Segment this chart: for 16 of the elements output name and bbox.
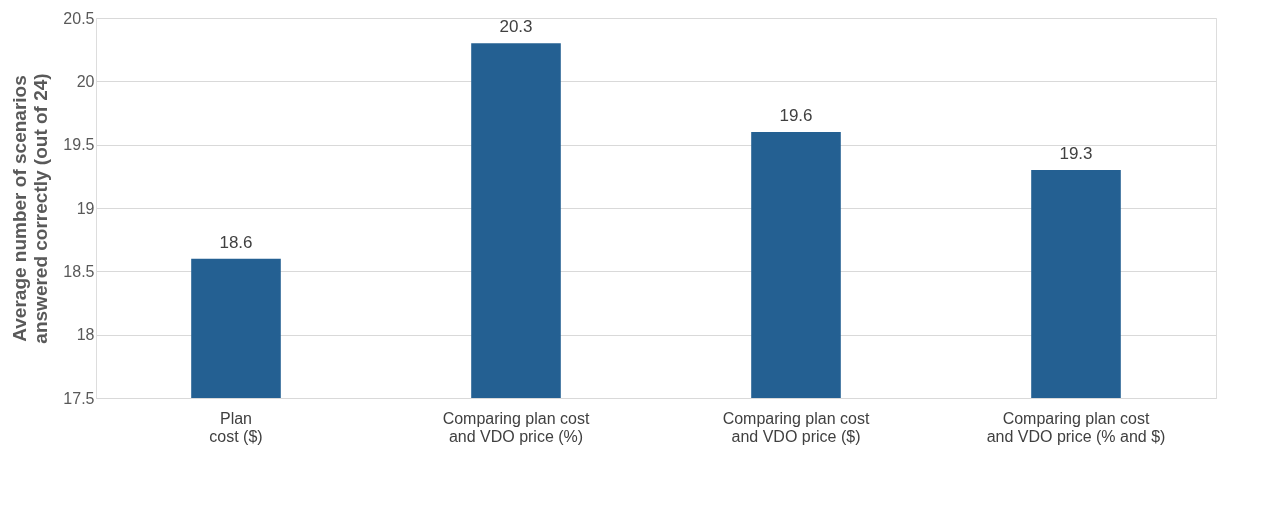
y-tick-label: 20 (76, 72, 95, 90)
data-label: 19.3 (1059, 144, 1093, 163)
y-tick-label: 17.5 (63, 389, 95, 407)
x-tick-label: Comparing plan cost and VDO price (% and $) (986, 409, 1166, 445)
y-tick-label: 18.5 (63, 262, 95, 280)
y-tick-label: 18 (76, 326, 95, 344)
x-tick-label: Comparing plan cost and VDO price (%) (442, 409, 590, 445)
y-tick-label: 19 (76, 199, 95, 217)
data-label: 18.6 (219, 232, 253, 252)
data-label: 19.6 (779, 106, 813, 125)
y-axis-title: Average number of scenarios answered correctly (out of 24) (9, 73, 52, 344)
y-tick-label: 20.5 (63, 9, 95, 27)
x-tick-label: Plan cost ($) (209, 409, 263, 445)
y-tick-label: 19.5 (63, 136, 95, 154)
data-label: 20.3 (499, 17, 533, 37)
x-tick-label: Comparing plan cost and VDO price ($) (722, 409, 870, 445)
